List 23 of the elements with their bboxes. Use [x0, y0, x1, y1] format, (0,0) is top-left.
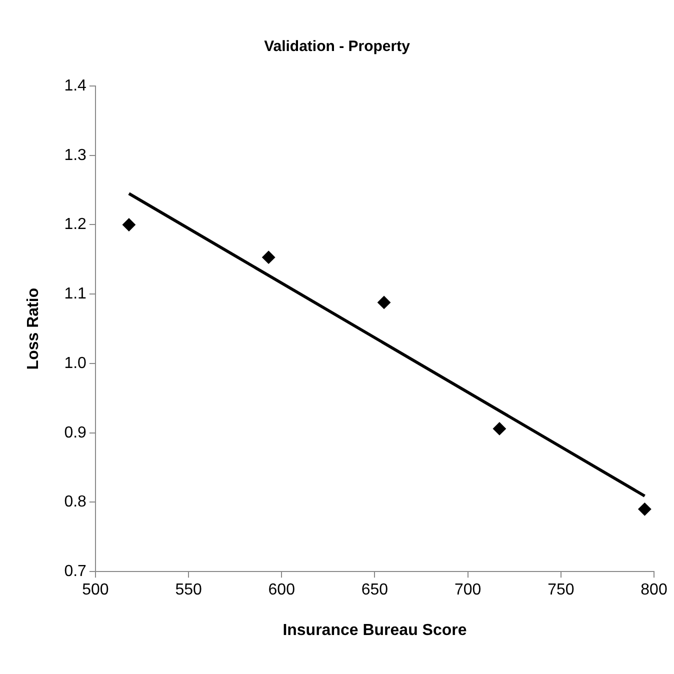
x-tick-label: 550: [175, 582, 202, 599]
y-tick-label: 0.7: [64, 563, 87, 580]
y-tick-label: 1.0: [64, 354, 87, 372]
y-tick-label: 1.3: [64, 146, 87, 164]
x-tick-label: 650: [361, 582, 388, 599]
chart-title: Validation - Property: [264, 38, 411, 56]
y-tick-label: 0.8: [64, 494, 87, 511]
y-tick-label: 1.4: [64, 77, 87, 94]
x-axis-title: Insurance Bureau Score: [282, 622, 467, 639]
x-tick-label: 500: [82, 582, 109, 599]
x-tick-label: 750: [548, 582, 574, 599]
point: [638, 502, 652, 516]
y-axis-title: Loss Ratio: [25, 288, 42, 370]
point: [122, 218, 136, 232]
y-tick-label: 1.2: [64, 216, 87, 234]
x-tick-label: 800: [640, 582, 668, 599]
point: [262, 250, 276, 264]
y-tick-label: 1.1: [64, 286, 87, 303]
x-tick-label: 600: [268, 582, 296, 599]
point: [492, 422, 506, 436]
y-tick-label: 0.9: [64, 424, 87, 442]
x-tick-label: 700: [454, 582, 482, 599]
point: [378, 296, 391, 309]
